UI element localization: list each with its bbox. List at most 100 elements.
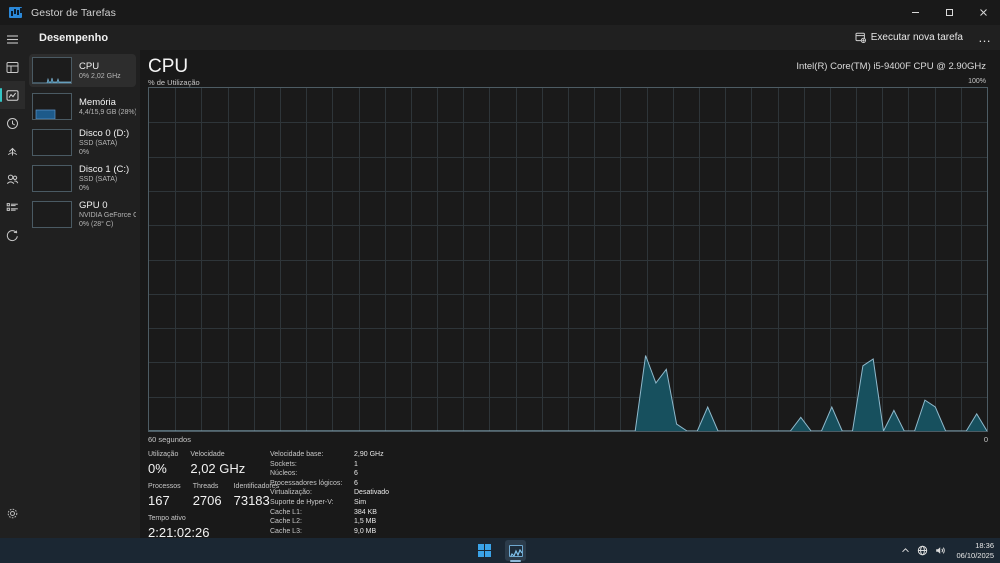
time-axis-end: 0 [983, 435, 988, 444]
sidebar-item-details[interactable] [0, 193, 25, 221]
sidebar-item-users[interactable] [0, 165, 25, 193]
task-manager-icon [9, 7, 22, 18]
stat-identificadores: Identificadores 73183 [234, 482, 280, 509]
volume-icon[interactable] [935, 545, 946, 556]
start-button[interactable] [474, 540, 495, 561]
perf-item-title: GPU 0 [79, 200, 108, 211]
sidebar-item-app-history[interactable] [0, 109, 25, 137]
spec-key: Suporte de Hyper-V: [270, 498, 334, 506]
stat-tempo-ativo: Tempo ativo 2:21:02:26 [148, 514, 209, 541]
taskbar-task-manager-button[interactable] [505, 540, 526, 562]
windows-logo-icon [478, 544, 491, 557]
perf-item-memory[interactable]: Memória 4,4/15,9 GB (28%) [29, 90, 136, 123]
disk1-thumbnail-graph [32, 165, 72, 192]
spec-key: Sockets: [270, 460, 297, 468]
perf-item-sub2: 0% [79, 149, 90, 156]
stat-label: Velocidade [190, 451, 225, 458]
stat-value: 2:21:02:26 [148, 525, 210, 540]
perf-item-sub: 4,4/15,9 GB (28%) [79, 108, 136, 116]
spec-row: Núcleos: 6 [270, 469, 389, 479]
toolbar-actions: Executar nova tarefa … [848, 25, 1000, 50]
settings-gear-icon[interactable] [0, 500, 25, 526]
spec-key: Virtualização: [270, 489, 312, 497]
time-axis-start: 60 segundos [148, 435, 191, 444]
sidebar-item-processes[interactable] [0, 53, 25, 81]
hamburger-menu-icon[interactable] [0, 25, 25, 53]
close-button[interactable] [966, 0, 1000, 25]
perf-item-title: Disco 1 (C:) [79, 164, 130, 175]
y-axis-max-label: 100% [968, 78, 986, 85]
toolbar: Desempenho Executar nova tarefa … [25, 25, 1000, 50]
sidebar-item-services[interactable] [0, 221, 25, 249]
perf-item-sub: SSD (SATA) [79, 176, 118, 183]
cpu-utilization-chart [148, 87, 988, 432]
page-title: Desempenho [39, 31, 109, 44]
spec-key: Cache L1: [270, 508, 302, 516]
perf-item-sub2: 0% [79, 185, 90, 192]
network-icon[interactable] [917, 545, 928, 556]
spec-value: Desativado [354, 489, 390, 497]
perf-item-gpu0[interactable]: GPU 0 NVIDIA GeForce G... 0% (28° C) [29, 198, 136, 231]
stat-label: Identificadores [233, 483, 280, 490]
stat-utilizacao: Utilização 0% [148, 450, 178, 477]
stat-value: 2,02 GHz [190, 461, 246, 476]
stat-threads: Threads 2706 [193, 482, 222, 509]
perf-item-title: Memória [79, 96, 116, 108]
cpu-stats-summary: Utilização 0% Velocidade 2,02 GHz Proces… [148, 450, 279, 541]
spec-value: 6 [354, 470, 358, 478]
minimize-button[interactable] [898, 0, 932, 25]
stat-label: Tempo ativo [148, 515, 186, 522]
task-manager-taskbar-icon [508, 544, 523, 557]
spec-value: 9,0 MB [354, 527, 377, 535]
sidebar-item-performance[interactable] [0, 81, 25, 109]
spec-value: 6 [354, 479, 358, 487]
perf-item-title: Disco 0 (D:) [79, 128, 130, 139]
spec-value: Sim [354, 498, 367, 506]
cpu-chart-svg [149, 88, 987, 431]
stat-label: Threads [192, 483, 219, 490]
spec-value: 384 KB [354, 508, 377, 516]
stat-processos: Processos 167 [148, 482, 181, 509]
perf-item-sub: 0% 2,02 GHz [79, 72, 121, 80]
perf-item-disk0[interactable]: Disco 0 (D:) SSD (SATA) 0% [29, 126, 136, 159]
cpu-detail-panel: CPU Intel(R) Core(TM) i5-9400F CPU @ 2.9… [140, 50, 1000, 540]
perf-item-cpu[interactable]: CPU 0% 2,02 GHz [29, 54, 136, 87]
perf-item-disk1[interactable]: Disco 1 (C:) SSD (SATA) 0% [29, 162, 136, 195]
perf-item-sub: SSD (SATA) [79, 140, 118, 147]
stat-velocidade: Velocidade 2,02 GHz [190, 450, 245, 477]
system-tray: 18:36 06/10/2025 [901, 538, 994, 563]
performance-sidebar: CPU 0% 2,02 GHz Memória 4,4/15,9 GB (28%… [25, 50, 140, 538]
run-new-task-label: Executar nova tarefa [870, 32, 963, 43]
taskbar-clock[interactable]: 18:36 06/10/2025 [956, 541, 994, 560]
maximize-button[interactable] [932, 0, 966, 25]
memory-thumbnail-graph [32, 93, 72, 120]
stat-value: 167 [148, 493, 170, 508]
sidebar-item-startup-apps[interactable] [0, 137, 25, 165]
spec-value: 1,5 MB [354, 518, 377, 526]
spec-row: Virtualização: Desativado [270, 488, 389, 498]
clock-time: 18:36 [975, 541, 994, 550]
spec-key: Processadores lógicos: [270, 479, 343, 487]
spec-row: Sockets: 1 [270, 460, 389, 470]
more-options-icon[interactable]: … [978, 30, 992, 45]
y-axis-label: % de Utilização [148, 78, 200, 87]
title-bar: Gestor de Tarefas [0, 0, 1000, 25]
window-title: Gestor de Tarefas [31, 6, 116, 19]
spec-row: Cache L3: 9,0 MB [270, 527, 389, 537]
disk0-thumbnail-graph [32, 129, 72, 156]
spec-key: Cache L2: [270, 518, 302, 526]
window-controls [898, 0, 1000, 25]
run-new-task-button[interactable]: Executar nova tarefa [848, 27, 970, 48]
spec-row: Cache L1: 384 KB [270, 508, 389, 518]
spec-row: Velocidade base: 2,90 GHz [270, 450, 389, 460]
cpu-stats: Utilização 0% Velocidade 2,02 GHz Proces… [148, 450, 988, 540]
spec-key: Núcleos: [270, 470, 298, 478]
perf-item-sub: NVIDIA GeForce G... [79, 212, 136, 219]
cpu-model-text: Intel(R) Core(TM) i5-9400F CPU @ 2.90GHz [796, 61, 986, 72]
stat-label: Utilização [148, 451, 179, 458]
navigation-rail [0, 25, 25, 538]
tray-chevron-up-icon[interactable] [901, 546, 910, 555]
cpu-specs-list: Velocidade base: 2,90 GHz Sockets: 1 Núc… [270, 450, 389, 536]
spec-value: 1 [354, 460, 358, 468]
